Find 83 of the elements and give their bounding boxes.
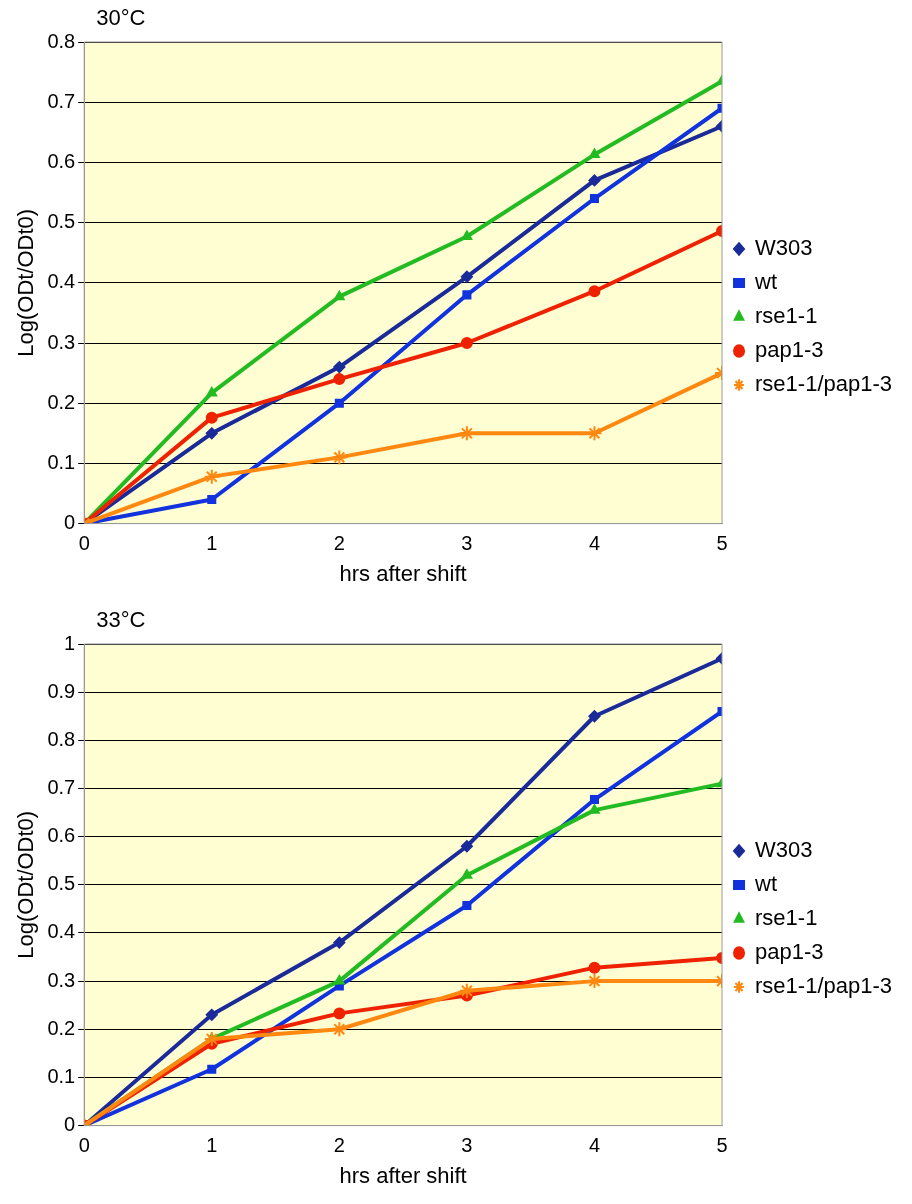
x-tick-label: 3 — [461, 1134, 473, 1157]
point — [586, 425, 603, 442]
point — [588, 174, 601, 187]
point — [458, 982, 475, 999]
legend-label: pap1-3 — [755, 939, 824, 965]
y-tick-label: 1 — [64, 631, 76, 654]
point — [333, 361, 346, 374]
point — [589, 795, 599, 805]
point — [460, 840, 473, 853]
point — [462, 290, 472, 300]
legend-label: rse1-1 — [755, 303, 818, 329]
y-tick-label: 0.9 — [47, 679, 76, 702]
x-axis-title: hrs after shift — [339, 1162, 467, 1188]
point — [460, 337, 473, 349]
y-tick-label: 0.2 — [47, 390, 76, 413]
legend-label: rse1-1 — [755, 905, 818, 931]
y-tick-label: 0.1 — [47, 1064, 76, 1087]
point — [333, 1007, 346, 1020]
y-tick-label: 0.5 — [47, 872, 76, 895]
chart-title: 30°C — [96, 5, 146, 31]
point — [203, 468, 220, 485]
y-tick-label: 0.8 — [47, 29, 76, 52]
x-tick-label: 3 — [461, 532, 473, 555]
point — [205, 1008, 218, 1021]
y-tick-label: 0.2 — [47, 1016, 76, 1039]
y-tick-label: 0.8 — [47, 727, 76, 750]
point — [589, 193, 599, 204]
legend-label: rse1-1/pap1-3 — [755, 973, 893, 999]
legend-label: rse1-1/pap1-3 — [755, 371, 893, 397]
x-tick-label: 1 — [206, 532, 218, 555]
point — [589, 148, 600, 159]
point — [333, 373, 346, 386]
point — [334, 290, 345, 301]
legend-label: W303 — [755, 837, 813, 863]
y-tick-label: 0.3 — [47, 968, 76, 991]
point — [458, 425, 475, 442]
y-tick-label: 0.4 — [47, 270, 76, 293]
x-tick-label: 4 — [588, 1134, 601, 1157]
point — [462, 900, 472, 911]
point — [334, 975, 345, 985]
x-tick-label: 0 — [78, 1134, 90, 1157]
y-tick-label: 0.7 — [47, 776, 76, 798]
x-tick-label: 5 — [716, 1134, 728, 1157]
y-tick-label: 0.6 — [47, 149, 76, 172]
x-tick-label: 2 — [333, 1134, 345, 1157]
point — [206, 386, 218, 397]
point — [207, 1064, 217, 1074]
point — [461, 869, 473, 879]
point — [333, 936, 346, 949]
y-axis-title: Log(ODt/ODt0) — [13, 810, 39, 959]
x-axis-title: hrs after shift — [339, 560, 467, 586]
x-tick-label: 2 — [333, 532, 345, 555]
x-tick-label: 4 — [588, 532, 601, 555]
y-tick-label: 0.1 — [47, 450, 76, 473]
point — [460, 270, 473, 283]
point — [588, 285, 601, 298]
x-tick-label: 5 — [716, 532, 728, 555]
point — [461, 230, 473, 240]
legend-label: wt — [754, 269, 778, 295]
point — [205, 411, 218, 424]
point — [205, 427, 218, 440]
point — [331, 1021, 348, 1038]
y-tick-label: 0.5 — [47, 210, 76, 233]
chart-title: 33°C — [96, 607, 146, 633]
point — [589, 804, 600, 814]
y-tick-label: 0.4 — [47, 920, 76, 943]
y-tick-label: 0 — [64, 511, 76, 534]
point — [203, 1030, 220, 1047]
legend-label: pap1-3 — [755, 337, 824, 363]
y-tick-label: 0.6 — [47, 824, 76, 847]
y-axis-title: Log(ODt/ODt0) — [13, 208, 39, 357]
legend-label: W303 — [755, 235, 813, 261]
y-tick-label: 0.3 — [47, 330, 76, 353]
point — [331, 449, 348, 466]
x-tick-label: 1 — [206, 1134, 218, 1157]
point — [334, 398, 344, 408]
y-tick-label: 0.7 — [47, 89, 76, 112]
point — [207, 494, 217, 505]
point — [588, 961, 601, 974]
y-tick-label: 0 — [64, 1113, 76, 1136]
x-tick-label: 0 — [78, 532, 90, 555]
point — [588, 710, 601, 723]
legend-label: wt — [754, 871, 778, 897]
